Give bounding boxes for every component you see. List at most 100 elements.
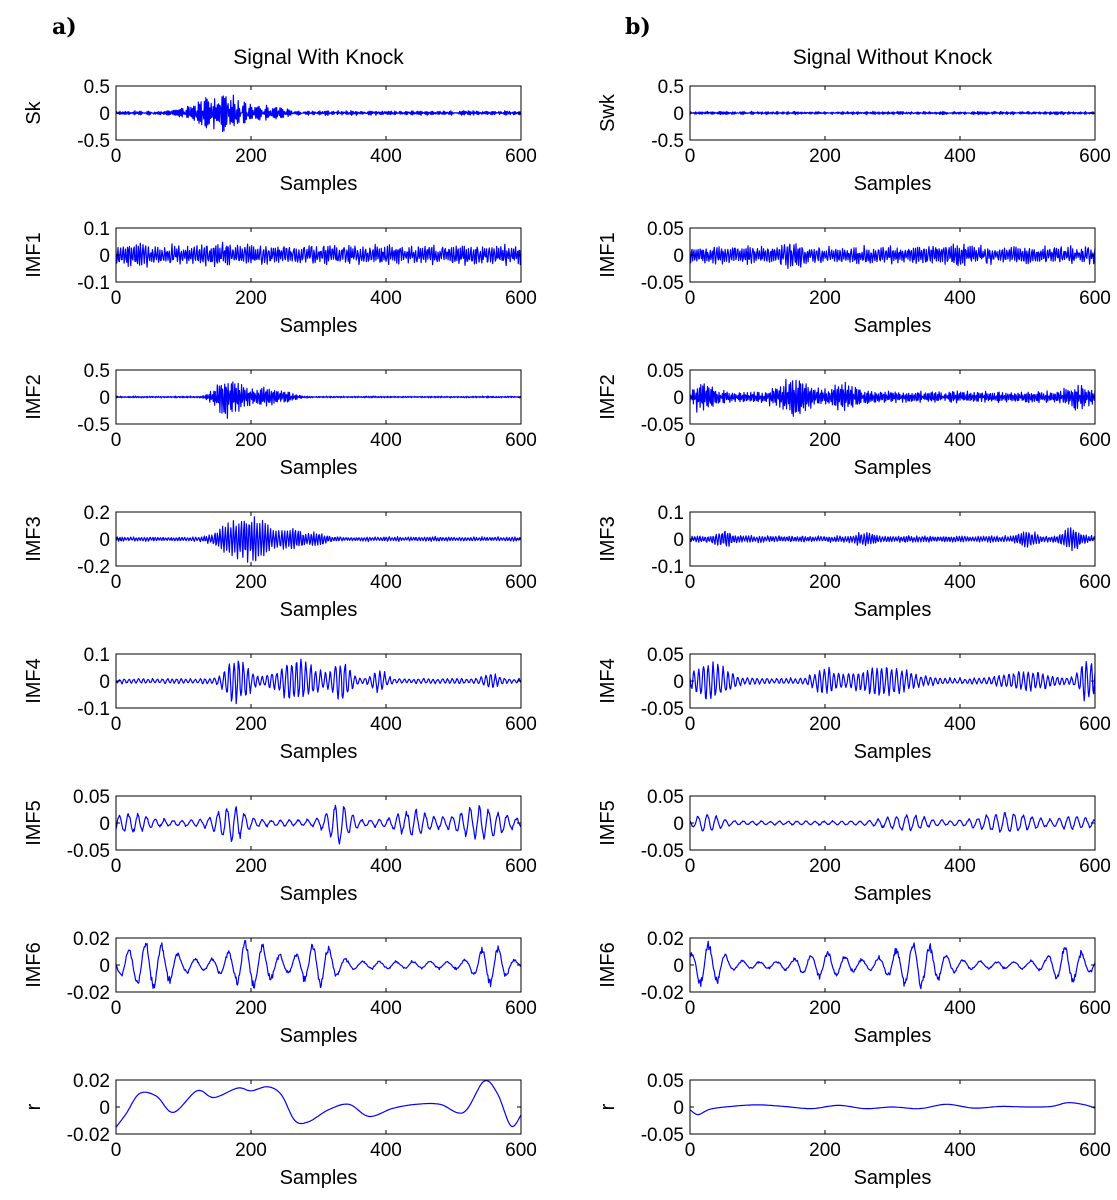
panel-letter: b) <box>625 14 651 40</box>
signal-trace <box>115 804 522 845</box>
y-tick-label: 0.02 <box>647 929 684 950</box>
x-tick-label: 400 <box>944 1140 976 1161</box>
x-tick-label: 600 <box>1079 856 1111 877</box>
y-tick-label: 0.5 <box>84 361 110 382</box>
signal-trace <box>689 527 1096 552</box>
y-tick-label: 0 <box>99 672 110 693</box>
signal-trace <box>689 661 1096 702</box>
x-axis-label: Samples <box>854 599 932 621</box>
y-tick-label: 0.2 <box>84 503 110 524</box>
x-axis-label: Samples <box>854 883 932 905</box>
axes-frame <box>115 795 522 851</box>
x-tick-label: 200 <box>809 146 841 167</box>
y-tick-label: 0 <box>673 388 684 409</box>
panel-letter: a) <box>52 14 77 40</box>
column-title: Signal With Knock <box>233 46 404 69</box>
x-axis-label: Samples <box>280 883 358 905</box>
x-tick-label: 0 <box>685 998 696 1019</box>
x-tick-label: 600 <box>1079 714 1111 735</box>
y-axis-label: Swk <box>597 93 619 132</box>
x-tick-label: 400 <box>944 998 976 1019</box>
x-tick-label: 200 <box>235 714 267 735</box>
y-tick-label: 0 <box>673 530 684 551</box>
x-axis-label: Samples <box>854 457 932 479</box>
x-tick-label: 200 <box>235 146 267 167</box>
x-axis-label: Samples <box>280 1025 358 1047</box>
y-tick-label: 0.05 <box>647 1071 684 1092</box>
y-axis-label: IMF6 <box>597 942 619 988</box>
y-tick-label: 0 <box>673 104 684 125</box>
x-axis-label: Samples <box>280 173 358 195</box>
y-axis-label: IMF2 <box>597 374 619 420</box>
x-tick-label: 400 <box>370 572 402 593</box>
y-tick-label: 0.1 <box>84 219 110 240</box>
y-tick-label: -0.05 <box>641 841 684 862</box>
x-tick-label: 200 <box>235 430 267 451</box>
x-tick-label: 600 <box>505 714 537 735</box>
x-axis-label: Samples <box>280 315 358 337</box>
y-tick-label: 0 <box>673 814 684 835</box>
x-tick-label: 600 <box>505 1140 537 1161</box>
y-tick-label: -0.05 <box>641 1125 684 1146</box>
x-tick-label: 600 <box>1079 430 1111 451</box>
y-tick-label: -0.02 <box>641 983 684 1004</box>
y-tick-label: -0.1 <box>77 273 110 294</box>
signal-trace <box>115 94 522 132</box>
x-axis-label: Samples <box>854 741 932 763</box>
y-tick-label: -0.1 <box>651 557 684 578</box>
y-axis-label: r <box>23 1103 45 1110</box>
x-tick-label: 200 <box>809 714 841 735</box>
y-tick-label: -0.05 <box>67 841 110 862</box>
y-tick-label: -0.5 <box>651 131 684 152</box>
x-tick-label: 0 <box>111 288 122 309</box>
y-tick-label: 0 <box>99 1098 110 1119</box>
x-tick-label: 200 <box>809 998 841 1019</box>
x-tick-label: 0 <box>111 572 122 593</box>
signal-trace <box>115 939 522 989</box>
y-tick-label: 0 <box>99 104 110 125</box>
x-tick-label: 0 <box>111 998 122 1019</box>
x-tick-label: 0 <box>685 146 696 167</box>
y-axis-label: IMF6 <box>23 942 45 988</box>
y-tick-label: 0.05 <box>647 787 684 808</box>
y-axis-label: IMF3 <box>597 516 619 562</box>
y-axis-label: IMF3 <box>23 516 45 562</box>
y-tick-label: 0.5 <box>84 77 110 98</box>
x-axis-label: Samples <box>280 1167 358 1189</box>
x-tick-label: 600 <box>1079 146 1111 167</box>
x-tick-label: 400 <box>370 998 402 1019</box>
x-tick-label: 400 <box>944 430 976 451</box>
x-tick-label: 600 <box>1079 998 1111 1019</box>
x-tick-label: 200 <box>809 430 841 451</box>
signal-trace <box>115 516 522 563</box>
signal-trace <box>689 1102 1096 1116</box>
x-tick-label: 200 <box>235 288 267 309</box>
x-tick-label: 0 <box>685 572 696 593</box>
y-tick-label: 0 <box>673 956 684 977</box>
x-tick-label: 600 <box>505 572 537 593</box>
x-tick-label: 600 <box>505 288 537 309</box>
y-tick-label: 0.5 <box>658 77 684 98</box>
y-tick-label: 0 <box>99 956 110 977</box>
x-tick-label: 200 <box>809 1140 841 1161</box>
x-tick-label: 0 <box>685 856 696 877</box>
x-tick-label: 600 <box>1079 288 1111 309</box>
y-tick-label: -0.02 <box>67 1125 110 1146</box>
y-tick-label: -0.5 <box>77 415 110 436</box>
y-axis-label: r <box>597 1103 619 1110</box>
x-tick-label: 0 <box>685 288 696 309</box>
y-tick-label: -0.05 <box>641 273 684 294</box>
signal-trace <box>689 243 1096 270</box>
x-tick-label: 400 <box>370 714 402 735</box>
